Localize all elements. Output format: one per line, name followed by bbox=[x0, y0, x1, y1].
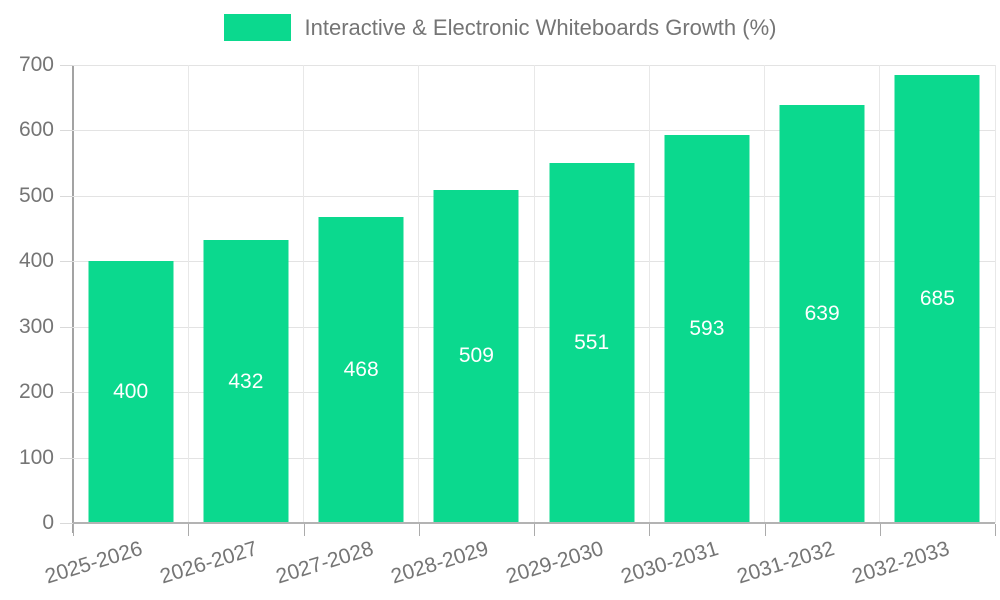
y-axis-tick-label: 0 bbox=[42, 511, 54, 534]
plot-area: 400 432 468 509 551 593 639 685 bbox=[73, 65, 996, 523]
bar-2027-2028: 468 bbox=[318, 216, 404, 523]
x-axis-tick-label: 2027-2028 bbox=[273, 537, 376, 589]
legend: Interactive & Electronic Whiteboards Gro… bbox=[0, 14, 1000, 41]
x-axis-tick bbox=[188, 524, 190, 536]
bar-2028-2029: 509 bbox=[433, 189, 519, 523]
bar-value-label: 509 bbox=[458, 344, 494, 368]
bar-slot: 400 bbox=[73, 65, 188, 523]
y-axis-tick-label: 300 bbox=[18, 314, 54, 338]
y-axis-tick bbox=[60, 523, 73, 524]
gridline-vertical bbox=[994, 65, 996, 523]
x-axis-tick-label: 2025-2026 bbox=[42, 537, 146, 589]
x-axis-line bbox=[73, 522, 995, 524]
gridline-vertical bbox=[533, 65, 535, 523]
bar-slot: 468 bbox=[304, 65, 419, 523]
gridline-vertical bbox=[303, 65, 304, 523]
legend-swatch[interactable] bbox=[223, 14, 291, 41]
x-axis-tick bbox=[879, 524, 881, 536]
x-axis-tick-label: 2031-2032 bbox=[734, 537, 837, 589]
gridline-vertical bbox=[879, 65, 881, 523]
bar-slot: 432 bbox=[188, 65, 303, 523]
x-axis-tick bbox=[534, 524, 535, 536]
y-axis-tick-label: 600 bbox=[18, 118, 54, 142]
y-axis-tick bbox=[60, 261, 73, 263]
y-axis-tick bbox=[60, 65, 73, 66]
bar-value-label: 639 bbox=[804, 301, 840, 325]
bar-value-label: 468 bbox=[343, 357, 379, 381]
gridline-vertical bbox=[187, 65, 189, 523]
bar-value-label: 432 bbox=[228, 369, 264, 393]
bar-2031-2032: 639 bbox=[779, 104, 865, 523]
x-axis-tick bbox=[418, 524, 420, 536]
gridline-vertical bbox=[418, 65, 420, 523]
x-axis-tick bbox=[995, 524, 996, 536]
bar-value-label: 400 bbox=[113, 380, 149, 404]
x-axis-tick bbox=[764, 524, 766, 536]
bar-2029-2030: 551 bbox=[549, 162, 635, 523]
legend-label[interactable]: Interactive & Electronic Whiteboards Gro… bbox=[304, 14, 777, 40]
y-axis-tick-label: 400 bbox=[18, 249, 54, 273]
bar-slot: 551 bbox=[534, 65, 649, 523]
y-axis-tick bbox=[60, 326, 73, 328]
bar-slot: 685 bbox=[880, 65, 995, 523]
bar-value-label: 551 bbox=[574, 330, 610, 354]
bar-slot: 509 bbox=[419, 65, 534, 523]
gridline-vertical bbox=[648, 65, 650, 523]
x-axis-tick-label: 2032-2033 bbox=[849, 537, 953, 589]
y-axis-tick-label: 500 bbox=[18, 183, 54, 207]
bar-value-label: 685 bbox=[919, 286, 955, 310]
bar-2026-2027: 432 bbox=[203, 240, 289, 523]
y-axis-tick bbox=[60, 130, 73, 132]
y-axis-tick bbox=[60, 195, 73, 197]
gridline-vertical bbox=[764, 65, 765, 523]
x-axis-tick-label: 2030-2031 bbox=[618, 537, 722, 589]
bar-2025-2026: 400 bbox=[88, 261, 174, 523]
x-axis-tick-label: 2029-2030 bbox=[503, 537, 607, 589]
bar-2032-2033: 685 bbox=[894, 74, 980, 523]
bar-value-label: 593 bbox=[689, 317, 725, 340]
y-axis-tick-label: 700 bbox=[18, 53, 54, 76]
x-axis-tick-label: 2028-2029 bbox=[388, 537, 492, 589]
y-axis-tick bbox=[60, 392, 73, 394]
bar-slot: 593 bbox=[649, 65, 764, 523]
y-axis-tick-label: 200 bbox=[18, 380, 54, 404]
bar-2030-2031: 593 bbox=[664, 135, 750, 523]
x-axis-tick bbox=[73, 524, 74, 536]
x-axis-tick bbox=[303, 524, 305, 536]
y-axis-line bbox=[72, 65, 74, 533]
x-axis-tick-label: 2026-2027 bbox=[157, 537, 261, 589]
y-axis-tick bbox=[60, 457, 73, 459]
x-axis-tick bbox=[649, 524, 651, 536]
y-axis-tick-label: 100 bbox=[18, 445, 54, 469]
bar-slot: 639 bbox=[765, 65, 880, 523]
